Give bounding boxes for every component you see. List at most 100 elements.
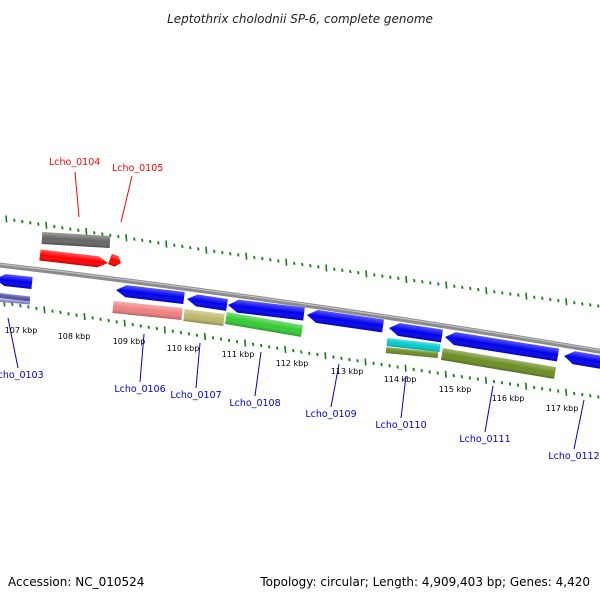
gene-callouts: Lcho_0104 Lcho_0105 Lcho_0103 Lcho_0106 Lcho…	[0, 157, 600, 462]
outer-tick	[45, 221, 48, 229]
outer-tick	[317, 265, 320, 269]
inner-tick	[27, 305, 30, 309]
outer-tick	[189, 246, 192, 250]
inner-tick	[476, 377, 480, 381]
outer-tick	[349, 269, 352, 274]
inner-tick-ring	[3, 299, 600, 399]
inner-tick	[348, 357, 351, 362]
scale-label: 117 kbp	[546, 404, 579, 413]
outer-tick	[413, 278, 416, 283]
outer-tick	[389, 275, 392, 279]
outer-tick	[181, 244, 184, 249]
scale-label: 111 kbp	[222, 350, 255, 359]
gene-bar-lcho-0106	[116, 285, 185, 304]
inner-tick	[75, 313, 78, 317]
outer-tick	[469, 286, 472, 291]
inner-tick	[516, 383, 520, 387]
inner-tick	[99, 317, 102, 321]
inner-tick	[276, 346, 279, 350]
inner-tick	[500, 381, 504, 385]
outer-tick	[213, 249, 216, 254]
callout-lcho-0107-leader	[195, 342, 201, 389]
inner-tick	[597, 395, 600, 399]
callout-lcho-0105-leader	[120, 175, 133, 223]
scale-label: 114 kbp	[384, 375, 417, 384]
genome-backbone-highlight	[0, 263, 600, 351]
inner-tick	[540, 387, 544, 391]
callout-lcho-0103-label: Lcho_0103	[0, 370, 44, 381]
callout-lcho-0108-label: Lcho_0108	[229, 398, 280, 409]
outer-tick	[53, 224, 56, 229]
outer-tick	[373, 273, 376, 277]
gene-bar-navy-2	[0, 298, 31, 305]
inner-tick	[219, 337, 223, 341]
inner-tick	[131, 322, 134, 327]
inner-tick	[460, 375, 464, 379]
inner-tick	[91, 316, 94, 320]
inner-tick	[581, 392, 584, 397]
inner-tick	[284, 345, 287, 354]
inner-tick	[187, 332, 191, 336]
inner-tick	[420, 368, 423, 373]
outer-tick	[309, 263, 312, 268]
inner-tick	[428, 370, 431, 374]
outer-tick	[109, 233, 112, 238]
scale-label: 108 kbp	[58, 332, 91, 341]
inner-tick	[364, 358, 367, 366]
outer-tick	[197, 247, 200, 251]
callout-lcho-0111-leader	[484, 385, 494, 433]
outer-tick	[533, 295, 536, 299]
inner-tick	[227, 338, 231, 343]
inner-tick	[211, 336, 215, 340]
gene-bar-salmon-shade	[112, 301, 183, 320]
outer-tick	[437, 282, 440, 286]
gene-bar-lcho-0110	[389, 323, 443, 343]
inner-tick	[573, 391, 576, 396]
gene-bar-olive	[441, 348, 556, 379]
outer-tick	[101, 232, 104, 236]
outer-tick	[365, 270, 368, 278]
gene-bar-lcho-0108	[228, 299, 305, 321]
gene-bar-olive-small	[385, 347, 439, 358]
outer-tick	[573, 301, 576, 305]
callout-lcho-0112-leader	[573, 399, 585, 450]
outer-tick	[5, 215, 8, 223]
inner-tick	[484, 376, 488, 384]
outer-tick	[229, 252, 232, 256]
outer-tick	[253, 255, 256, 260]
gene-bar-cyan	[386, 338, 441, 352]
outer-tick	[565, 298, 568, 306]
gene-bar-navy-1-shade	[0, 292, 31, 302]
outer-tick	[37, 222, 40, 226]
outer-tick	[509, 292, 512, 296]
gene-bar-lcho-0111	[445, 332, 560, 362]
gene-bar-lcho-0112-shade	[564, 351, 600, 370]
gene-bar-lcho-0107-shade	[187, 294, 228, 311]
callout-lcho-0104-label: Lcho_0104	[49, 157, 100, 168]
callout-lcho-0112-label: Lcho_0112	[548, 451, 599, 462]
outer-tick	[285, 258, 288, 266]
inner-tick	[316, 352, 319, 357]
inner-tick	[372, 361, 375, 365]
inner-tick	[163, 326, 166, 334]
gene-bar-olive-shade	[441, 348, 556, 379]
outer-tick	[517, 293, 520, 297]
gene-bar-lcho-0107	[187, 294, 228, 311]
outer-tick	[61, 226, 64, 230]
genome-summary-label: Topology: circular; Length: 4,909,403 bp…	[259, 575, 590, 589]
inner-tick	[195, 333, 199, 337]
outer-tick	[541, 296, 544, 301]
outer-tick	[381, 274, 384, 278]
outer-tick	[69, 227, 72, 231]
callout-lcho-0109-label: Lcho_0109	[305, 409, 356, 420]
gene-features	[0, 232, 600, 379]
scale-labels: 107 kbp 108 kbp 109 kbp 110 kbp 111 kbp 112 k…	[5, 326, 579, 413]
callout-lcho-0106-leader	[139, 333, 145, 383]
inner-tick	[268, 345, 271, 349]
inner-tick	[452, 373, 455, 378]
inner-tick	[83, 312, 86, 321]
gene-bar-lcho-0108-shade	[228, 299, 305, 321]
inner-tick	[147, 325, 150, 329]
outer-tick	[221, 250, 224, 255]
